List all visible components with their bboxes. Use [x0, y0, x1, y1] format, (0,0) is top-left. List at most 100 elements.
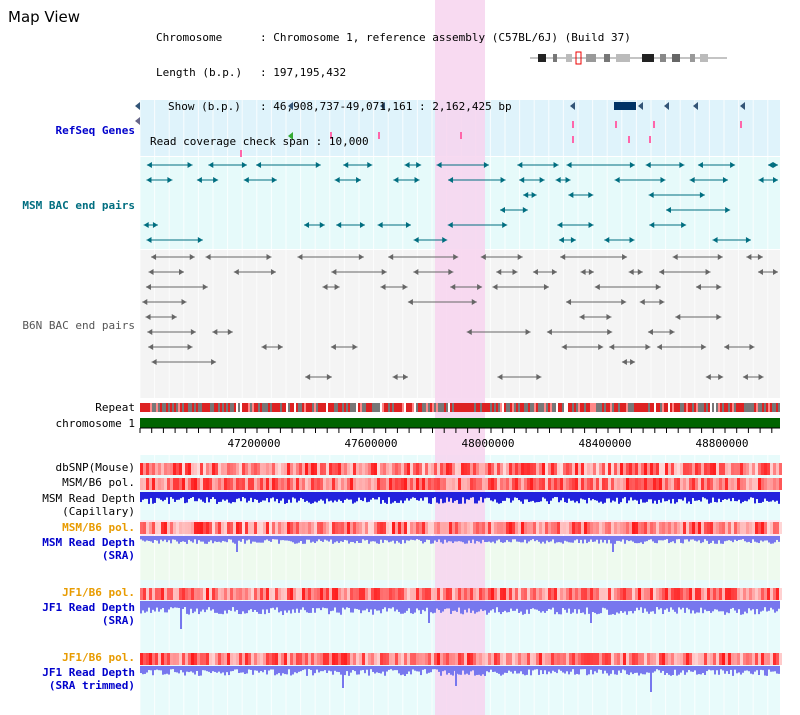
jf1-trimmed-depth [404, 666, 406, 676]
track-label-msm-pol-2[interactable]: MSM/B6 pol. [62, 521, 135, 534]
msm-sra-depth [740, 536, 742, 540]
msm-sra-depth [142, 536, 144, 541]
track-label-jf1-read-sra[interactable]: JF1 Read Depth (SRA) [42, 601, 135, 627]
track-label-repeat[interactable]: Repeat [95, 401, 135, 414]
msm-capillary-depth [630, 492, 632, 498]
track-label-msm-read-sra[interactable]: MSM Read Depth (SRA) [42, 536, 135, 562]
dbsnp-mark [698, 463, 701, 475]
msm-capillary-depth [710, 492, 712, 503]
track-label-msm-read-capillary[interactable]: MSM Read Depth (Capillary) [42, 492, 135, 518]
msm-pol-mark [656, 522, 659, 534]
msm-sra-depth [618, 536, 620, 541]
jf1-sra-depth [430, 601, 432, 613]
msm-sra-depth [598, 536, 600, 544]
repeat-mark [152, 403, 154, 412]
msm-pol-mark [722, 522, 725, 534]
msm-capillary-depth [644, 492, 646, 503]
repeat-mark [472, 403, 474, 412]
track-label-msm-bac[interactable]: MSM BAC end pairs [22, 199, 135, 212]
repeat-mark [662, 403, 664, 412]
msm-sra-depth [762, 536, 764, 542]
msm-capillary-depth [140, 492, 142, 503]
jf1-trimmed-depth [344, 666, 346, 676]
msm-capillary-depth [452, 492, 454, 503]
repeat-mark [756, 403, 758, 412]
track-label-jf1-pol-1[interactable]: JF1/B6 pol. [62, 586, 135, 599]
jf1-pol-mark [275, 653, 278, 665]
jf1-sra-depth [710, 601, 712, 613]
b6n-bac-pair [471, 299, 477, 305]
track-label-dbsnp[interactable]: dbSNP(Mouse) [55, 461, 135, 474]
repeat-mark [584, 403, 586, 412]
jf1-pol-mark [428, 588, 431, 600]
b6n-bac-pair [261, 344, 267, 350]
dbsnp-mark [260, 463, 263, 475]
b6n-bac-pair [190, 329, 196, 335]
msm-sra-depth [418, 536, 420, 540]
repeat-mark [346, 403, 348, 412]
jf1-sra-depth [598, 601, 600, 614]
msm-pol-mark [182, 478, 185, 490]
dbsnp-mark [170, 463, 173, 475]
msm-pol-mark [746, 522, 749, 534]
dbsnp-mark [533, 463, 536, 475]
jf1-trimmed-depth [316, 666, 318, 670]
jf1-sra-depth [772, 601, 774, 610]
msm-sra-depth [702, 536, 704, 543]
repeat-mark [360, 403, 362, 412]
jf1-sra-depth [436, 601, 438, 609]
track-label-jf1-pol-2[interactable]: JF1/B6 pol. [62, 651, 135, 664]
jf1-pol-mark [452, 653, 455, 665]
jf1-sra-depth [472, 601, 474, 611]
dbsnp-mark [326, 463, 329, 475]
jf1-trimmed-depth [352, 666, 354, 671]
msm-capillary-depth [648, 492, 650, 500]
refseq-gene-icon [693, 102, 698, 110]
msm-sra-depth [572, 536, 574, 543]
jf1-pol-mark [350, 653, 353, 665]
jf1-trimmed-depth [286, 666, 288, 675]
jf1-sra-depth [584, 601, 586, 615]
msm-capillary-depth [520, 492, 522, 502]
repeat-mark [778, 403, 780, 412]
b6n-bac-pair [716, 284, 722, 290]
msm-capillary-depth [254, 492, 256, 500]
dbsnp-mark [617, 463, 620, 475]
dbsnp-mark [767, 463, 770, 475]
jf1-pol-mark [314, 588, 317, 600]
msm-sra-depth [746, 536, 748, 543]
msm-capillary-depth [586, 492, 588, 504]
dbsnp-mark [749, 463, 752, 475]
dbsnp-mark [158, 463, 161, 475]
jf1-sra-depth [698, 601, 700, 613]
msm-capillary-depth [304, 492, 306, 502]
jf1-trimmed-depth [266, 666, 268, 675]
b6n-bac-pair [145, 314, 151, 320]
jf1-sra-depth [426, 601, 428, 608]
track-label-b6n-bac[interactable]: B6N BAC end pairs [22, 319, 135, 332]
jf1-pol-mark [632, 588, 635, 600]
jf1-pol-mark [524, 653, 527, 665]
msm-pol-mark [323, 478, 326, 490]
track-label-msm-pol-1[interactable]: MSM/B6 pol. [62, 476, 135, 489]
msm-sra-depth [392, 536, 394, 541]
msm-pol-mark [677, 522, 680, 534]
jf1-pol-mark [485, 588, 488, 600]
msm-capillary-depth [498, 492, 500, 504]
repeat-mark [338, 403, 340, 412]
jf1-pol-mark [593, 653, 596, 665]
jf1-sra-depth [748, 601, 750, 609]
msm-bac-pair [256, 162, 262, 168]
msm-pol-mark [698, 522, 701, 534]
msm-pol-mark [440, 522, 443, 534]
msm-sra-depth [378, 536, 380, 544]
track-label-refseq[interactable]: RefSeq Genes [55, 124, 135, 137]
jf1-sra-depth [160, 601, 162, 610]
repeat-mark [706, 403, 708, 412]
track-label-jf1-read-trimmed[interactable]: JF1 Read Depth (SRA trimmed) [42, 666, 135, 692]
jf1-sra-depth [764, 601, 766, 608]
track-label-chromosome[interactable]: chromosome 1 [55, 417, 135, 430]
msm-sra-depth [430, 536, 432, 544]
jf1-pol-mark [284, 588, 287, 600]
